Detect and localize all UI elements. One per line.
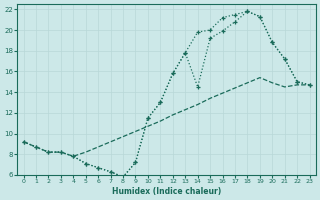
X-axis label: Humidex (Indice chaleur): Humidex (Indice chaleur) — [112, 187, 221, 196]
